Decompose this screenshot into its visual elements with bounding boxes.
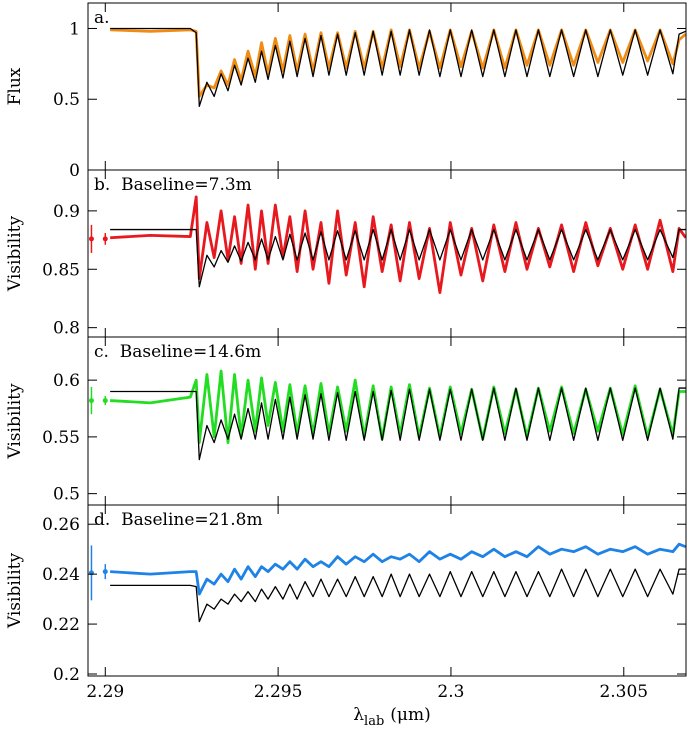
error-point — [88, 570, 94, 576]
error-point — [88, 236, 94, 242]
y-axis-label: Visibility — [5, 383, 25, 460]
y-tick-label: 0.55 — [42, 428, 80, 448]
series-line — [110, 568, 686, 623]
series-line — [110, 387, 686, 461]
x-tick-label: 2.305 — [599, 682, 648, 702]
y-tick-label: 0.24 — [42, 565, 80, 585]
y-tick-label: 0.26 — [42, 515, 80, 535]
x-label-subscript: lab — [364, 714, 384, 729]
x-axis-label: λlab (μm) — [353, 705, 430, 729]
y-tick-label: 0.5 — [53, 90, 80, 110]
series-line — [110, 28, 686, 98]
y-axis-label: Visibility — [5, 216, 25, 293]
y-axis-label: Flux — [5, 67, 25, 105]
x-label-unit: (μm) — [390, 705, 430, 725]
y-tick-label: 0.5 — [53, 485, 80, 505]
y-tick-label: 1 — [69, 19, 80, 39]
series-line — [110, 27, 686, 107]
plot-area — [110, 542, 686, 623]
y-tick-label: 0.85 — [42, 260, 80, 280]
y-tick-label: 0.6 — [53, 371, 80, 391]
plot-area — [110, 369, 686, 461]
y-tick-label: 0 — [69, 161, 80, 181]
error-point — [88, 398, 94, 404]
error-point — [102, 236, 108, 242]
y-tick-label: 0.22 — [42, 615, 80, 635]
y-axis-label: Visibility — [5, 553, 25, 630]
series-line — [110, 228, 686, 288]
x-tick-label: 2.3 — [437, 682, 464, 702]
plot-area — [110, 27, 686, 107]
series-line — [110, 542, 686, 596]
x-label-symbol: λ — [353, 705, 364, 725]
y-tick-label: 0.9 — [53, 202, 80, 222]
panel-label: a. — [94, 8, 110, 28]
x-tick-label: 2.29 — [86, 682, 124, 702]
panel-label: b. Baseline=7.3m — [94, 175, 252, 195]
panel-label: c. Baseline=14.6m — [94, 342, 261, 362]
error-point — [102, 569, 108, 575]
error-point — [102, 398, 108, 404]
y-tick-label: 0.8 — [53, 319, 80, 339]
panel-label: d. Baseline=21.8m — [94, 510, 263, 530]
panel-frame — [87, 504, 687, 677]
x-tick-label: 2.295 — [254, 682, 303, 702]
plot-area — [110, 195, 686, 295]
y-tick-label: 0.2 — [53, 665, 80, 685]
